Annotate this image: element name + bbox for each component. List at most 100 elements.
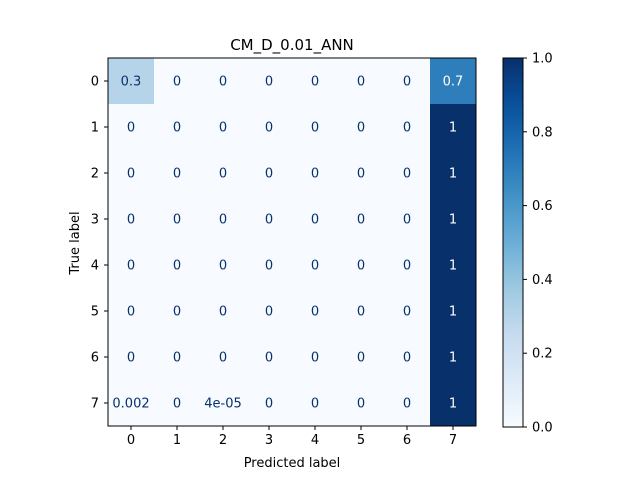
heatmap-cell-r2-c6 (384, 150, 431, 197)
cell-value-label-r1-c7: 1 (449, 121, 457, 136)
heatmap-cell-r3-c3 (246, 196, 293, 243)
cell-value-label-r2-c7: 1 (449, 167, 457, 182)
heatmap-cell-r1-c7 (430, 104, 477, 151)
heatmap-cell-r7-c6 (384, 380, 431, 427)
heatmap-cell-r4-c1 (154, 242, 201, 289)
cell-value-label-r7-c3: 0 (265, 397, 273, 412)
x-tick-label-4: 4 (311, 433, 319, 448)
x-tick-label-5: 5 (357, 433, 365, 448)
heatmap-cell-r7-c5 (338, 380, 385, 427)
heatmap-cell-r3-c4 (292, 196, 339, 243)
heatmap-cell-r4-c2 (200, 242, 247, 289)
y-axis-label: True label (68, 211, 83, 275)
heatmap-cell-r5-c3 (246, 288, 293, 335)
cell-value-label-r7-c0: 0.002 (112, 397, 149, 412)
cell-value-label-r7-c1: 0 (173, 397, 181, 412)
cell-value-label-r4-c3: 0 (265, 259, 273, 274)
heatmap-cell-r4-c5 (338, 242, 385, 289)
y-tick-label-6: 6 (91, 351, 99, 366)
heatmap-cell-r1-c3 (246, 104, 293, 151)
cell-value-label-r2-c2: 0 (219, 167, 227, 182)
cell-value-label-r5-c1: 0 (173, 305, 181, 320)
heatmap-cell-r0-c4 (292, 58, 339, 105)
colorbar-tick-label-4: 0.8 (532, 125, 553, 140)
heatmap-cell-r7-c3 (246, 380, 293, 427)
colorbar-tick-label-5: 1.0 (532, 52, 553, 67)
x-tick-label-0: 0 (127, 433, 135, 448)
y-tick-label-5: 5 (91, 305, 99, 320)
heatmap-cell-r2-c3 (246, 150, 293, 197)
heatmap-cell-r7-c1 (154, 380, 201, 427)
heatmap-cell-r3-c0 (108, 196, 155, 243)
heatmap-cell-r2-c7 (430, 150, 477, 197)
cell-value-label-r5-c6: 0 (403, 305, 411, 320)
cell-value-label-r3-c4: 0 (311, 213, 319, 228)
cell-value-label-r6-c7: 1 (449, 351, 457, 366)
cell-value-label-r2-c6: 0 (403, 167, 411, 182)
heatmap-cell-r5-c1 (154, 288, 201, 335)
y-tick-label-2: 2 (91, 167, 99, 182)
heatmap-cell-r4-c0 (108, 242, 155, 289)
heatmap-cell-r3-c6 (384, 196, 431, 243)
cell-value-label-r1-c3: 0 (265, 121, 273, 136)
heatmap-cell-r1-c1 (154, 104, 201, 151)
cell-value-label-r2-c5: 0 (357, 167, 365, 182)
heatmap-cell-r6-c7 (430, 334, 477, 381)
heatmap-cell-r5-c6 (384, 288, 431, 335)
x-tick-label-2: 2 (219, 433, 227, 448)
heatmap-cell-r6-c6 (384, 334, 431, 381)
cell-value-label-r2-c0: 0 (127, 167, 135, 182)
cell-value-label-r3-c2: 0 (219, 213, 227, 228)
colorbar: 0.0 0.2 0.4 0.6 0.8 1.0 (502, 52, 553, 436)
heatmap-cell-r3-c2 (200, 196, 247, 243)
cell-value-label-r4-c7: 1 (449, 259, 457, 274)
cell-value-label-r7-c6: 0 (403, 397, 411, 412)
cell-value-label-r1-c4: 0 (311, 121, 319, 136)
heatmap-cell-r2-c5 (338, 150, 385, 197)
y-tick-label-4: 4 (91, 259, 99, 274)
heatmap-cell-r1-c2 (200, 104, 247, 151)
cell-value-label-r5-c4: 0 (311, 305, 319, 320)
cell-value-label-r4-c6: 0 (403, 259, 411, 274)
cell-value-label-r6-c6: 0 (403, 351, 411, 366)
y-tick-label-3: 3 (91, 213, 99, 228)
axes: 0 1 2 3 4 5 6 7 0 1 2 3 4 5 6 7 (91, 57, 477, 448)
heatmap-cell-r2-c0 (108, 150, 155, 197)
cell-value-label-r4-c5: 0 (357, 259, 365, 274)
heatmap-cells (108, 58, 477, 427)
colorbar-tick-label-0: 0.0 (532, 421, 553, 436)
cell-value-label-r5-c2: 0 (219, 305, 227, 320)
heatmap-cell-r2-c2 (200, 150, 247, 197)
heatmap-cell-r6-c1 (154, 334, 201, 381)
colorbar-gradient (503, 58, 523, 427)
heatmap-cell-r5-c7 (430, 288, 477, 335)
cell-value-label-r3-c0: 0 (127, 213, 135, 228)
cell-value-label-r1-c5: 0 (357, 121, 365, 136)
y-tick-label-0: 0 (91, 75, 99, 90)
chart-title: CM_D_0.01_ANN (230, 36, 354, 55)
heatmap-cell-r4-c4 (292, 242, 339, 289)
cell-value-label-r4-c2: 0 (219, 259, 227, 274)
heatmap-cell-r3-c1 (154, 196, 201, 243)
heatmap-cell-r6-c0 (108, 334, 155, 381)
heatmap-cell-r1-c0 (108, 104, 155, 151)
cell-value-label-r0-c7: 0.7 (443, 75, 464, 90)
plot-frame (107, 57, 477, 427)
cell-value-label-r6-c0: 0 (127, 351, 135, 366)
colorbar-tick-label-2: 0.4 (532, 273, 553, 288)
heatmap-cell-r4-c7 (430, 242, 477, 289)
cell-value-label-r7-c4: 0 (311, 397, 319, 412)
cell-value-label-r7-c7: 1 (449, 397, 457, 412)
cell-value-label-r6-c2: 0 (219, 351, 227, 366)
cell-value-label-r6-c1: 0 (173, 351, 181, 366)
heatmap-cell-r0-c5 (338, 58, 385, 105)
cell-value-label-r0-c1: 0 (173, 75, 181, 90)
heatmap-cell-r0-c7 (430, 58, 477, 105)
heatmap-cell-r2-c4 (292, 150, 339, 197)
heatmap-cell-labels: 0.3 0 0 0 0 0 0 0.7 0 0 0 0 0 0 0 1 0 0 0 0 0 0 0 1 0 0 0 0 0 0 0 1 0 0 0 0… (112, 75, 463, 412)
cell-value-label-r1-c2: 0 (219, 121, 227, 136)
cell-value-label-r3-c1: 0 (173, 213, 181, 228)
heatmap-cell-r1-c6 (384, 104, 431, 151)
cell-value-label-r1-c6: 0 (403, 121, 411, 136)
